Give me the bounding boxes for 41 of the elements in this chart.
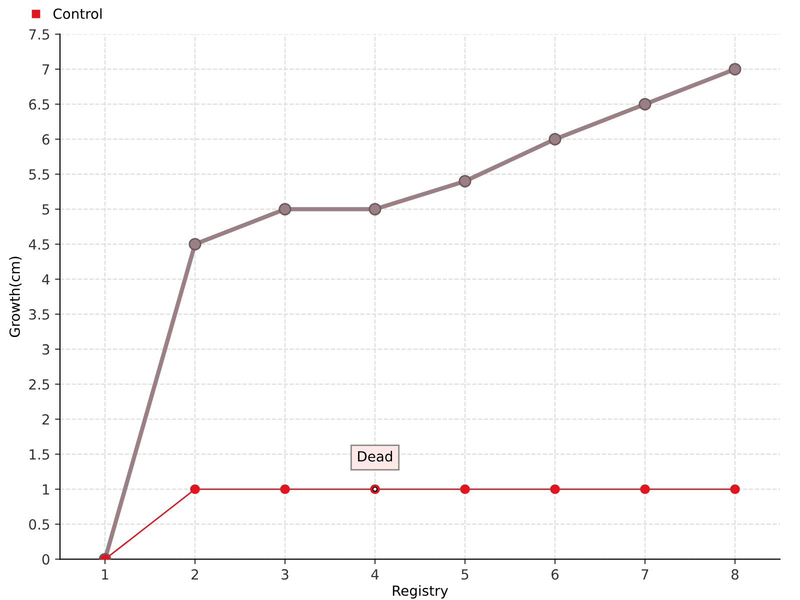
point: [548, 132, 562, 146]
point: [188, 238, 202, 250]
x-tick-label: 3: [282, 569, 288, 580]
point: [730, 484, 740, 494]
y-tick-label: 1: [42, 484, 49, 494]
y-tick-label: 0.5: [29, 519, 50, 530]
y-tick-label: 6.5: [29, 99, 50, 110]
point: [278, 202, 292, 216]
y-axis-title: Growth(cm): [9, 256, 22, 338]
x-tick-label: 8: [732, 569, 738, 580]
y-tick-label: 0: [42, 554, 50, 565]
x-tick-label: 2: [192, 569, 198, 580]
point: [638, 98, 652, 110]
y-tick-label: 2.5: [29, 379, 50, 390]
y-tick-label: 3.5: [29, 309, 50, 320]
point: [550, 484, 560, 494]
y-tick-label: 1.5: [30, 449, 50, 460]
y-tick-label: 3: [42, 344, 50, 355]
x-tick-label: 4: [371, 569, 379, 580]
y-tick-label: 4.5: [28, 239, 50, 250]
point: [458, 174, 472, 188]
point: [368, 202, 382, 216]
y-tick-label: 6: [42, 134, 50, 145]
y-tick-label: 7: [42, 64, 50, 74]
x-tick-label: 6: [552, 569, 559, 580]
point: [280, 484, 290, 494]
annotation: Dead: [358, 450, 392, 462]
x-tick-label: 7: [642, 569, 648, 580]
y-tick-label: 4: [42, 274, 50, 284]
y-tick-label: 5.5: [29, 169, 50, 180]
x-tick-label: 1: [102, 569, 108, 580]
point: [460, 484, 470, 494]
y-tick-label: 5: [42, 204, 50, 215]
x-axis-title: Registry: [392, 585, 448, 599]
point: [728, 62, 742, 76]
point: [190, 484, 200, 494]
x-tick-label: 5: [462, 569, 468, 580]
y-tick-label: 2: [42, 414, 49, 424]
y-tick-label: 7.5: [29, 29, 50, 40]
point: [640, 484, 650, 494]
legend-label: Control: [53, 8, 102, 20]
